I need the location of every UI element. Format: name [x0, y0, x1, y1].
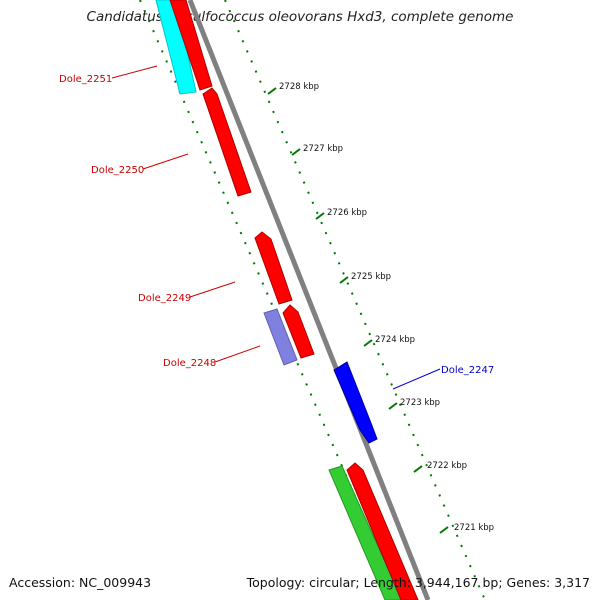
tick-label: 2728 kbp: [279, 82, 319, 92]
tick-label: 2726 kbp: [327, 208, 367, 218]
leader-dole-2249: [189, 281, 236, 298]
leader-dole-2251: [111, 65, 158, 79]
tick-label: 2725 kbp: [351, 272, 391, 282]
gene-cyan[interactable]: [155, 0, 197, 95]
gene-label-dole-2248[interactable]: Dole_2248: [163, 358, 216, 369]
topology-text: Topology: circular; Length: 3,944,167 bp…: [246, 575, 590, 590]
tick-label: 2724 kbp: [375, 335, 415, 345]
tick-2724: [363, 339, 373, 347]
tick-label: 2722 kbp: [427, 461, 467, 471]
tick-label: 2727 kbp: [303, 144, 343, 154]
gene-label-dole-2250[interactable]: Dole_2250: [91, 165, 144, 176]
gene-label-dole-2249[interactable]: Dole_2249: [138, 293, 191, 304]
tick-2727: [291, 148, 301, 156]
tick-2723: [388, 402, 398, 410]
tick-2726: [315, 212, 325, 220]
tick-2721: [439, 526, 449, 534]
gene-dole-2251[interactable]: [169, 0, 213, 91]
leader-dole-2248: [214, 345, 261, 363]
gene-dole-2247[interactable]: [333, 361, 378, 444]
gene-dole-2248[interactable]: [263, 308, 298, 366]
gene-red-small[interactable]: [282, 304, 315, 359]
leader-dole-2250: [142, 153, 189, 170]
tick-2728: [267, 87, 277, 95]
accession-text: Accession: NC_009943: [9, 575, 152, 590]
tick-label: 2723 kbp: [400, 398, 440, 408]
genome-backbone: [187, 0, 431, 600]
gene-dole-2249[interactable]: [254, 231, 293, 305]
gene-red-lower[interactable]: [346, 462, 419, 600]
tick-label: 2721 kbp: [454, 523, 494, 533]
tick-2722: [413, 465, 423, 473]
gene-green[interactable]: [328, 465, 403, 600]
gene-label-dole-2247[interactable]: Dole_2247: [441, 365, 494, 376]
gene-dole-2250[interactable]: [202, 87, 252, 197]
gene-label-dole-2251[interactable]: Dole_2251: [59, 74, 112, 85]
tick-2725: [339, 276, 349, 284]
leader-dole-2247: [392, 368, 441, 390]
